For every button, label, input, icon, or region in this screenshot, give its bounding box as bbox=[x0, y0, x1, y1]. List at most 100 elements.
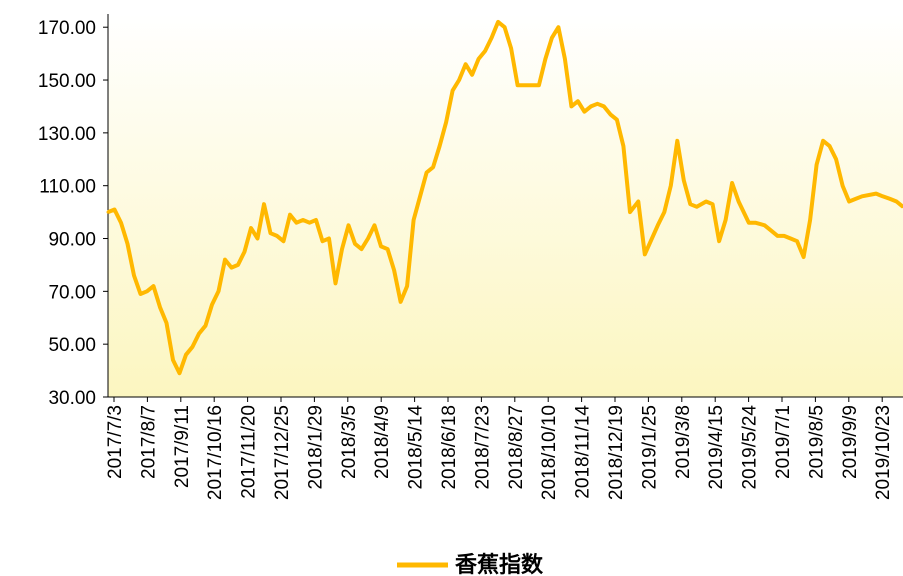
data-point bbox=[457, 78, 461, 82]
data-point bbox=[841, 184, 845, 188]
data-point bbox=[444, 120, 448, 124]
data-point bbox=[275, 234, 279, 238]
data-point bbox=[152, 284, 155, 288]
data-point bbox=[171, 358, 175, 362]
data-point bbox=[543, 57, 547, 61]
data-point bbox=[425, 171, 429, 174]
data-point bbox=[682, 178, 686, 182]
data-point bbox=[308, 221, 311, 225]
legend: 香蕉指数 bbox=[397, 552, 544, 576]
x-tick-label: 2018/3/5 bbox=[339, 405, 360, 479]
data-point bbox=[119, 221, 123, 225]
x-tick-label: 2018/12/19 bbox=[606, 405, 627, 500]
data-point bbox=[262, 202, 266, 206]
data-point bbox=[556, 25, 560, 29]
data-point bbox=[730, 181, 734, 185]
data-point bbox=[828, 144, 832, 148]
y-tick-label: 90.00 bbox=[48, 230, 96, 251]
data-point bbox=[470, 73, 474, 77]
data-point bbox=[595, 102, 599, 106]
data-point bbox=[483, 49, 487, 53]
data-point bbox=[106, 210, 110, 214]
data-point bbox=[563, 57, 567, 61]
x-tick-label: 2018/1/29 bbox=[305, 405, 326, 490]
data-point bbox=[165, 321, 168, 325]
data-point bbox=[516, 83, 520, 87]
data-point bbox=[217, 289, 220, 293]
data-point bbox=[808, 218, 812, 222]
data-point bbox=[589, 104, 593, 108]
data-point bbox=[178, 371, 181, 375]
data-point bbox=[895, 200, 898, 203]
data-point bbox=[802, 255, 806, 259]
data-point bbox=[243, 250, 246, 254]
x-tick-label: 2019/1/25 bbox=[639, 405, 660, 490]
x-tick-label: 2019/4/15 bbox=[706, 405, 727, 490]
data-point bbox=[550, 36, 554, 40]
data-point bbox=[737, 200, 741, 203]
data-point bbox=[753, 221, 757, 225]
x-tick-label: 2018/11/14 bbox=[573, 405, 594, 499]
x-tick-label: 2018/8/27 bbox=[506, 405, 527, 490]
data-point bbox=[347, 223, 350, 227]
data-point bbox=[412, 218, 416, 222]
data-point bbox=[145, 289, 149, 293]
data-point bbox=[392, 268, 396, 272]
data-point bbox=[834, 157, 838, 161]
data-point bbox=[132, 274, 136, 277]
data-point bbox=[113, 208, 116, 211]
data-point bbox=[569, 104, 573, 108]
data-point bbox=[490, 36, 494, 40]
data-point bbox=[191, 345, 194, 349]
data-point bbox=[763, 223, 767, 227]
data-point bbox=[717, 239, 721, 243]
data-point bbox=[688, 202, 692, 206]
data-point bbox=[847, 200, 851, 203]
x-tick-label: 2017/8/7 bbox=[138, 405, 159, 479]
y-axis-ticks: 30.00 50.00 70.00 90.00 110.00 130.00 150.00 17… bbox=[38, 18, 108, 409]
data-point bbox=[438, 144, 442, 148]
data-point bbox=[503, 25, 507, 29]
data-point bbox=[236, 263, 240, 267]
data-point bbox=[669, 184, 673, 188]
data-point bbox=[711, 202, 715, 206]
data-point bbox=[881, 194, 885, 198]
x-tick-label: 2019/5/24 bbox=[740, 405, 761, 490]
x-tick-label: 2018/7/23 bbox=[472, 405, 493, 490]
data-point bbox=[776, 234, 780, 238]
data-point bbox=[582, 110, 586, 114]
data-point bbox=[366, 237, 370, 240]
data-point bbox=[496, 20, 500, 24]
data-point bbox=[815, 163, 819, 167]
data-point bbox=[769, 229, 773, 233]
x-tick-label: 2017/7/3 bbox=[105, 405, 126, 479]
data-point bbox=[139, 292, 142, 296]
data-point bbox=[860, 194, 864, 198]
x-tick-label: 2018/4/9 bbox=[372, 405, 393, 479]
data-point bbox=[888, 197, 892, 201]
data-point bbox=[724, 218, 728, 222]
x-axis-ticks: 2017/7/3 2017/8/7 2017/9/11 2017/10/16 2017/… bbox=[105, 397, 894, 500]
y-tick-label: 150.00 bbox=[38, 71, 96, 92]
data-point bbox=[854, 197, 858, 201]
y-tick-label: 70.00 bbox=[48, 282, 96, 303]
data-point bbox=[256, 237, 259, 240]
data-point bbox=[295, 221, 298, 225]
data-point bbox=[301, 218, 305, 222]
x-tick-label: 2019/3/8 bbox=[673, 405, 694, 479]
x-tick-label: 2019/7/1 bbox=[773, 405, 794, 479]
y-tick-label: 130.00 bbox=[38, 124, 96, 145]
data-point bbox=[576, 99, 580, 103]
data-point bbox=[379, 244, 383, 248]
x-tick-label: 2017/12/25 bbox=[272, 405, 293, 500]
x-tick-label: 2018/10/10 bbox=[539, 405, 560, 500]
data-point bbox=[431, 165, 435, 169]
data-point bbox=[464, 62, 468, 66]
data-point bbox=[602, 104, 606, 108]
data-point bbox=[334, 281, 337, 285]
x-tick-label: 2019/10/23 bbox=[873, 405, 894, 500]
data-point bbox=[158, 305, 162, 309]
y-tick-label: 110.00 bbox=[39, 177, 96, 198]
data-point bbox=[477, 57, 481, 61]
